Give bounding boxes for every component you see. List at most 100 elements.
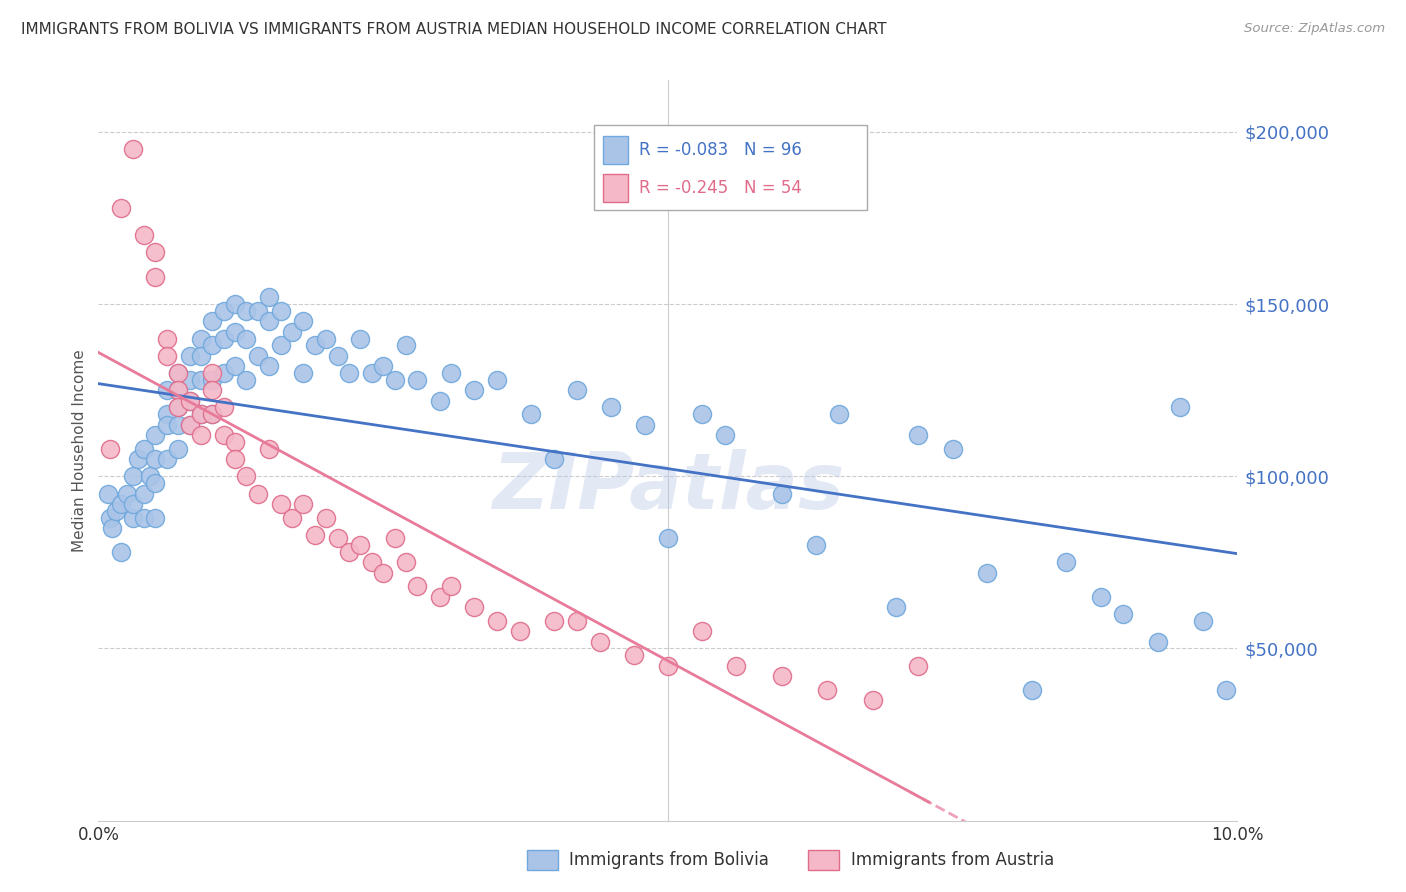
Text: Source: ZipAtlas.com: Source: ZipAtlas.com <box>1244 22 1385 36</box>
Text: R = -0.245   N = 54: R = -0.245 N = 54 <box>640 179 803 197</box>
Point <box>246 349 269 363</box>
Point <box>486 614 509 628</box>
Point <box>714 428 737 442</box>
Point <box>235 304 257 318</box>
Point <box>145 476 167 491</box>
Text: IMMIGRANTS FROM BOLIVIA VS IMMIGRANTS FROM AUSTRIA MEDIAN HOUSEHOLD INCOME CORRE: IMMIGRANTS FROM BOLIVIA VS IMMIGRANTS FR… <box>21 22 887 37</box>
Point <box>167 442 190 456</box>
Point <box>224 359 246 373</box>
Point <box>440 366 463 380</box>
Point <box>1170 401 1192 415</box>
Point <box>121 469 143 483</box>
Point <box>360 555 382 569</box>
Point <box>179 349 201 363</box>
Point <box>101 521 124 535</box>
Point <box>406 373 429 387</box>
Point <box>145 245 167 260</box>
Point <box>326 531 349 545</box>
Point <box>110 545 132 559</box>
Point <box>104 504 127 518</box>
Point <box>235 373 257 387</box>
Point <box>156 349 179 363</box>
Point <box>96 486 118 500</box>
Point <box>259 314 281 328</box>
Point <box>623 648 645 663</box>
Point <box>190 332 212 346</box>
Point <box>167 401 190 415</box>
Bar <box>593 125 868 210</box>
Point <box>315 510 337 524</box>
Point <box>156 417 179 432</box>
Point <box>201 314 224 328</box>
Point <box>224 297 246 311</box>
Point <box>828 407 851 421</box>
Point <box>235 332 257 346</box>
Point <box>1056 555 1078 569</box>
Point <box>156 407 179 421</box>
Point <box>1215 682 1237 697</box>
Point <box>395 555 418 569</box>
Point <box>212 401 235 415</box>
Point <box>373 359 395 373</box>
Point <box>167 401 190 415</box>
Point <box>395 338 418 352</box>
Bar <box>603 174 628 202</box>
Point <box>565 614 588 628</box>
Point <box>942 442 965 456</box>
Point <box>486 373 509 387</box>
Point <box>138 469 160 483</box>
Point <box>292 314 315 328</box>
Point <box>212 304 235 318</box>
Point <box>145 452 167 467</box>
Point <box>121 497 143 511</box>
Point <box>349 538 371 552</box>
Point <box>145 510 167 524</box>
Point <box>259 290 281 304</box>
Text: R = -0.083   N = 96: R = -0.083 N = 96 <box>640 141 803 159</box>
Text: Immigrants from Bolivia: Immigrants from Bolivia <box>569 851 769 869</box>
Point <box>121 510 143 524</box>
Point <box>212 428 235 442</box>
Point <box>1021 682 1043 697</box>
Point <box>179 373 201 387</box>
Point <box>132 510 155 524</box>
Point <box>406 579 429 593</box>
Point <box>132 486 155 500</box>
Point <box>384 373 406 387</box>
Point <box>463 383 485 397</box>
Point <box>770 486 793 500</box>
Point <box>281 325 304 339</box>
Point <box>690 624 713 639</box>
Point <box>190 407 212 421</box>
Point <box>600 401 623 415</box>
Point <box>862 693 884 707</box>
Point <box>179 417 201 432</box>
Point <box>259 442 281 456</box>
Point <box>201 407 224 421</box>
Point <box>201 338 224 352</box>
Point <box>145 269 167 284</box>
Point <box>384 531 406 545</box>
Point <box>259 359 281 373</box>
Point <box>270 497 292 511</box>
Text: ZIPatlas: ZIPatlas <box>492 450 844 525</box>
Point <box>349 332 371 346</box>
Point <box>373 566 395 580</box>
Point <box>337 545 360 559</box>
Point <box>127 452 149 467</box>
Point <box>190 428 212 442</box>
Text: Immigrants from Austria: Immigrants from Austria <box>851 851 1054 869</box>
Point <box>132 442 155 456</box>
Point <box>179 393 201 408</box>
Point <box>292 497 315 511</box>
Point <box>690 407 713 421</box>
Point <box>429 393 451 408</box>
Point <box>725 658 748 673</box>
Point <box>588 634 610 648</box>
Point <box>1192 614 1215 628</box>
Point <box>121 142 143 156</box>
Point <box>167 383 190 397</box>
Point <box>1112 607 1135 621</box>
Point <box>115 486 138 500</box>
Point <box>270 338 292 352</box>
